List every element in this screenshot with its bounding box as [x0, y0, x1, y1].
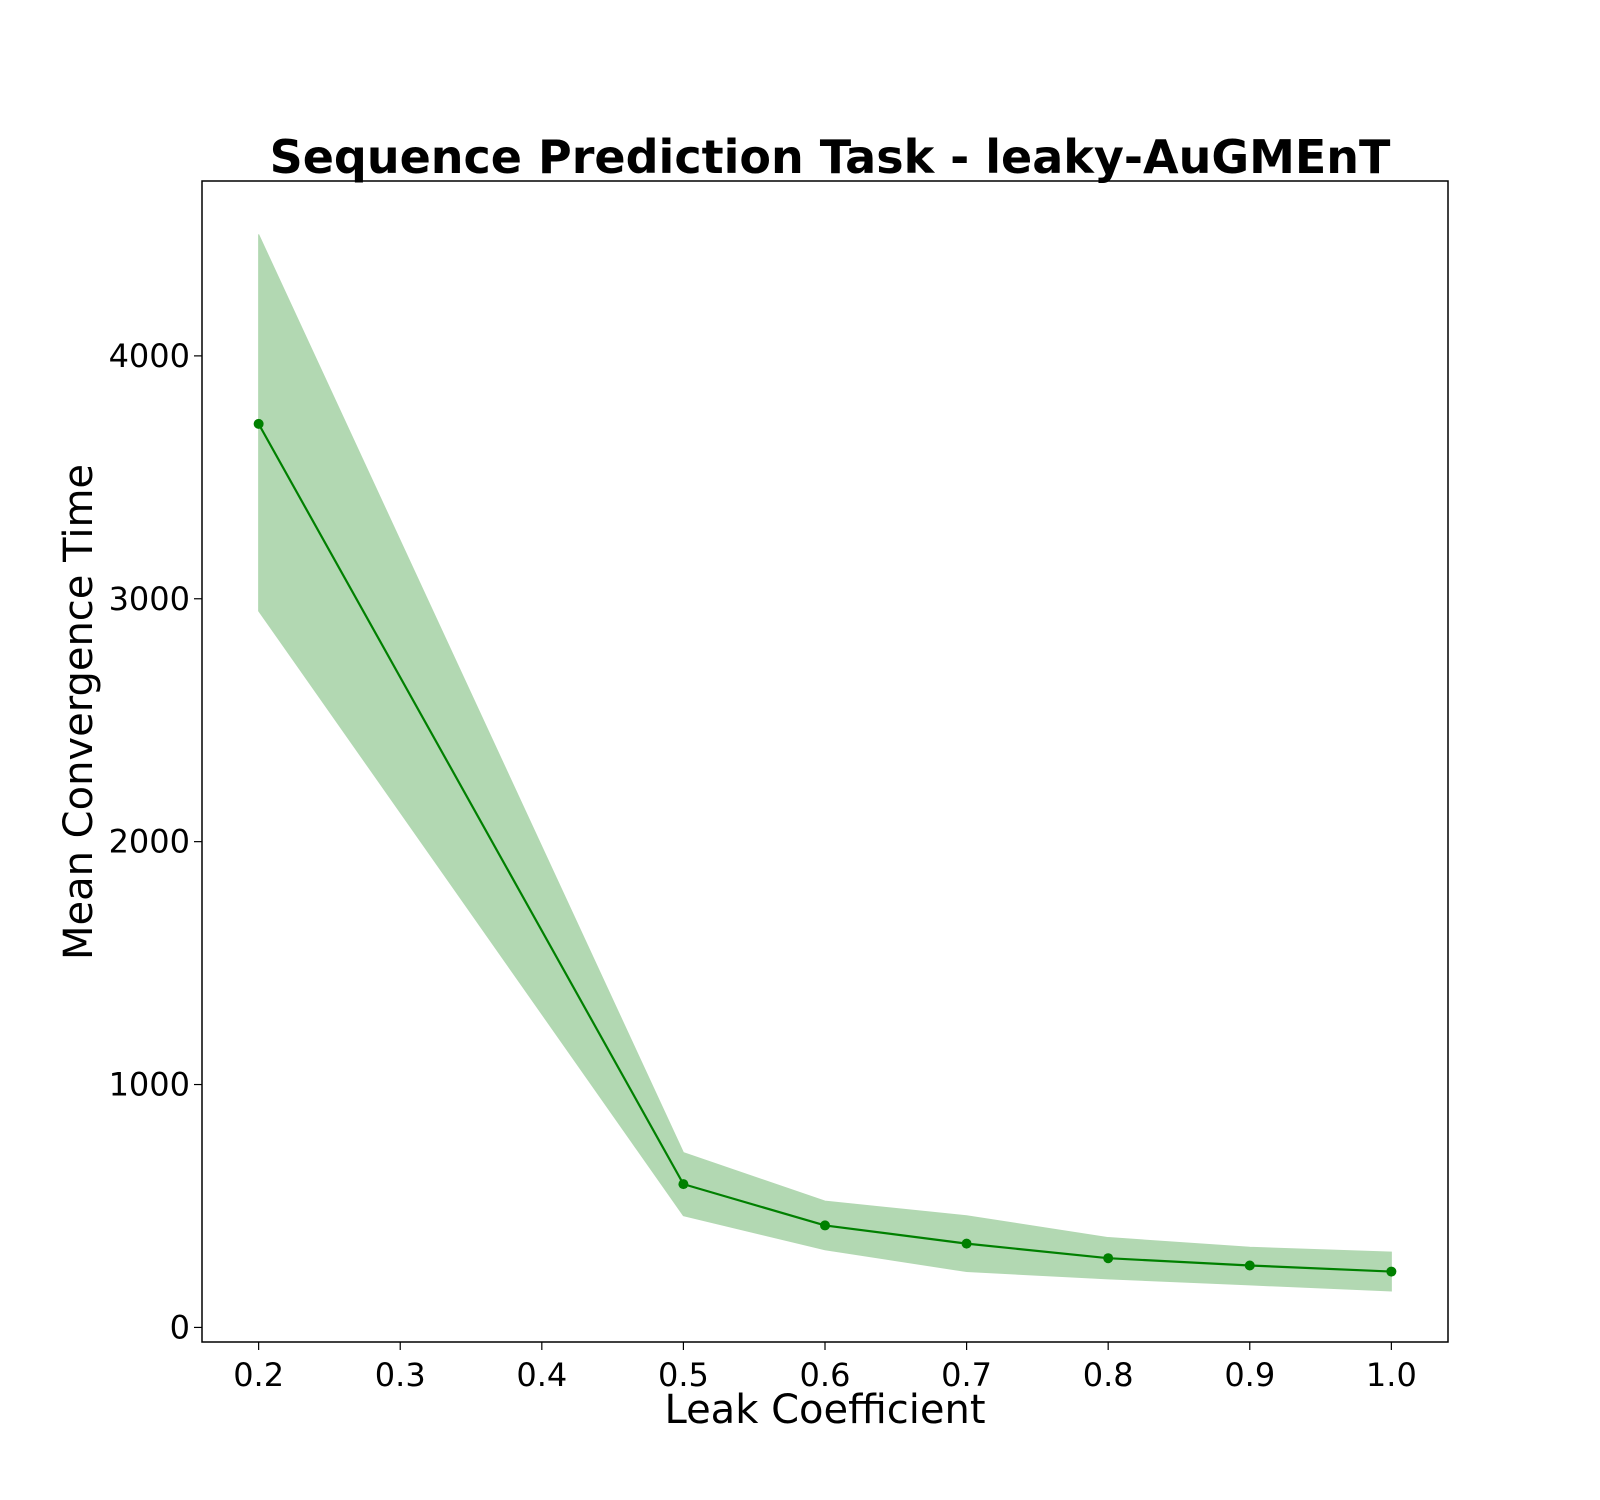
- y-axis-label: Mean Convergence Time: [56, 464, 102, 960]
- y-tick-label: 1000: [109, 1066, 190, 1104]
- x-tick-label: 1.0: [1366, 1356, 1417, 1394]
- y-tick-label: 2000: [109, 823, 190, 861]
- x-tick-label: 0.3: [375, 1356, 426, 1394]
- x-axis-label: Leak Coefficient: [664, 1387, 985, 1433]
- x-tick-label: 0.5: [658, 1356, 709, 1394]
- x-tick-label: 0.4: [516, 1356, 567, 1394]
- data-point: [820, 1220, 830, 1231]
- data-point: [961, 1238, 972, 1249]
- confidence-band: [258, 234, 1392, 1292]
- chart-title: Sequence Prediction Task - leaky-AuGMEnT: [270, 130, 1391, 184]
- data-point: [1386, 1266, 1397, 1277]
- x-tick-label: 0.6: [800, 1356, 851, 1394]
- x-tick-label: 0.7: [941, 1356, 992, 1394]
- data-point: [1103, 1253, 1114, 1264]
- y-tick-label: 3000: [109, 580, 190, 618]
- x-tick-label: 0.8: [1083, 1356, 1134, 1394]
- y-tick-label: 4000: [109, 337, 190, 375]
- data-point: [678, 1179, 689, 1190]
- data-point: [253, 418, 264, 429]
- x-tick-label: 0.2: [233, 1356, 284, 1394]
- y-tick-label: 0: [170, 1308, 190, 1346]
- data-point: [1244, 1260, 1255, 1271]
- x-tick-label: 0.9: [1224, 1356, 1275, 1394]
